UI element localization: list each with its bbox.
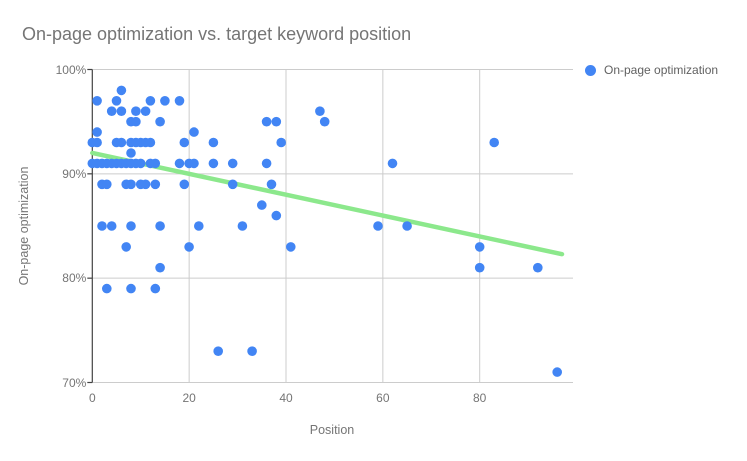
data-point	[227, 179, 238, 190]
data-point	[126, 179, 136, 190]
data-point	[121, 242, 131, 252]
data-point	[150, 158, 161, 169]
data-point	[135, 158, 146, 169]
chart-title: On-page optimization vs. target keyword …	[22, 24, 412, 44]
data-point	[174, 158, 185, 169]
x-tick-label: 80	[473, 391, 487, 405]
data-point	[373, 221, 383, 231]
data-point	[552, 367, 562, 377]
data-point	[126, 148, 136, 158]
y-tick-label: 100%	[55, 62, 87, 77]
data-point	[474, 262, 485, 273]
data-point	[97, 221, 107, 231]
data-point	[276, 137, 287, 148]
data-point	[102, 283, 112, 294]
data-point	[92, 137, 102, 148]
legend-series-dot-icon	[585, 64, 596, 76]
data-point	[489, 137, 500, 148]
data-point	[111, 96, 122, 106]
data-point	[150, 283, 161, 294]
y-tick-label: 80%	[62, 271, 87, 286]
data-point	[179, 137, 190, 148]
trend-line	[90, 150, 565, 257]
data-point	[189, 158, 199, 169]
x-tick-label: 0	[88, 391, 96, 405]
x-tick-label: 40	[279, 391, 293, 405]
data-point	[179, 179, 190, 190]
data-point	[387, 158, 398, 169]
data-point	[140, 179, 151, 190]
data-point	[155, 116, 165, 127]
data-point	[106, 106, 117, 116]
data-point	[286, 242, 296, 252]
data-point	[257, 200, 267, 210]
data-point	[155, 221, 165, 231]
data-point	[92, 96, 102, 106]
data-point	[145, 96, 156, 106]
data-point	[315, 106, 325, 116]
data-point	[402, 221, 412, 231]
data-point	[247, 346, 257, 357]
legend-series-label: On-page optimization	[604, 63, 719, 77]
data-point	[189, 127, 199, 137]
x-axis-title: Position	[309, 423, 355, 437]
data-point	[116, 85, 127, 96]
data-point	[116, 106, 127, 116]
data-point	[116, 137, 127, 148]
data-point	[131, 106, 141, 116]
data-point	[126, 221, 136, 231]
data-point	[140, 106, 151, 116]
legend: On-page optimization	[585, 63, 718, 77]
y-tick-label: 90%	[62, 166, 87, 181]
data-point	[213, 346, 223, 357]
data-point	[194, 221, 204, 231]
data-point	[227, 158, 238, 169]
x-tick-label: 20	[182, 391, 196, 405]
data-point	[160, 96, 170, 106]
data-point	[131, 116, 141, 127]
data-point	[319, 116, 330, 127]
data-point	[271, 116, 282, 127]
data-point	[261, 158, 272, 169]
data-point	[266, 179, 277, 190]
data-point	[145, 137, 156, 148]
data-point	[184, 242, 194, 252]
data-point	[106, 221, 117, 231]
data-point	[208, 137, 219, 148]
data-point	[150, 179, 161, 190]
data-point	[208, 158, 219, 169]
data-point	[155, 262, 165, 273]
data-point	[174, 96, 185, 106]
data-point	[237, 221, 248, 231]
data-point	[102, 179, 112, 190]
x-tick-label: 60	[376, 391, 390, 405]
y-tick-label: 70%	[62, 375, 87, 390]
data-point	[474, 242, 485, 252]
data-point	[271, 210, 282, 221]
y-axis-title: On-page optimization	[17, 166, 31, 286]
data-point	[261, 116, 272, 127]
data-point	[533, 262, 543, 273]
data-point	[92, 127, 102, 137]
data-point	[126, 283, 136, 294]
